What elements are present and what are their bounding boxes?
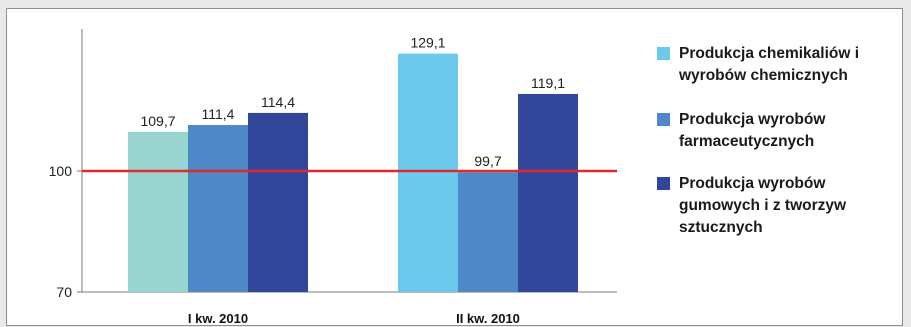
legend-label: Produkcja chemikaliów i wyrobów chemiczn… [679,45,860,84]
x-category-label: II kw. 2010 [456,311,520,326]
y-tick-label: 70 [56,284,72,300]
x-category-label: I kw. 2010 [188,311,248,326]
legend: Produkcja chemikaliów i wyrobów chemiczn… [657,43,911,257]
bar [458,172,518,292]
legend-swatch [657,47,670,60]
bar [248,112,308,292]
legend-item: Produkcja chemikaliów i wyrobów chemiczn… [657,43,911,87]
chart-frame: 70 100 109,7 129,1 111,4 99,7 114,4 119,1 I kw. … [6,8,903,326]
bar-value-label: 114,4 [261,94,295,110]
bar-value-label: 99,7 [474,153,501,169]
bar-value-label: 111,4 [202,106,235,122]
legend-label: Produkcja wyrobów gumowych i z tworzyw s… [679,175,847,236]
legend-label: Produkcja wyrobów farmaceutycznych [679,111,826,150]
bar-value-label: 119,1 [531,75,565,91]
legend-swatch [657,177,670,190]
bar [518,93,578,292]
bar-value-label: 129,1 [410,35,445,51]
bar [128,131,188,292]
bar [398,53,458,292]
legend-item: Produkcja wyrobów gumowych i z tworzyw s… [657,173,911,239]
legend-item: Produkcja wyrobów farmaceutycznych [657,109,911,153]
bar-value-label: 109,7 [140,113,175,129]
bar-chart: 70 100 109,7 129,1 111,4 99,7 114,4 119,1 I kw. … [49,29,617,326]
legend-swatch [657,113,670,126]
bar [188,125,248,293]
y-tick-label: 100 [49,163,73,179]
